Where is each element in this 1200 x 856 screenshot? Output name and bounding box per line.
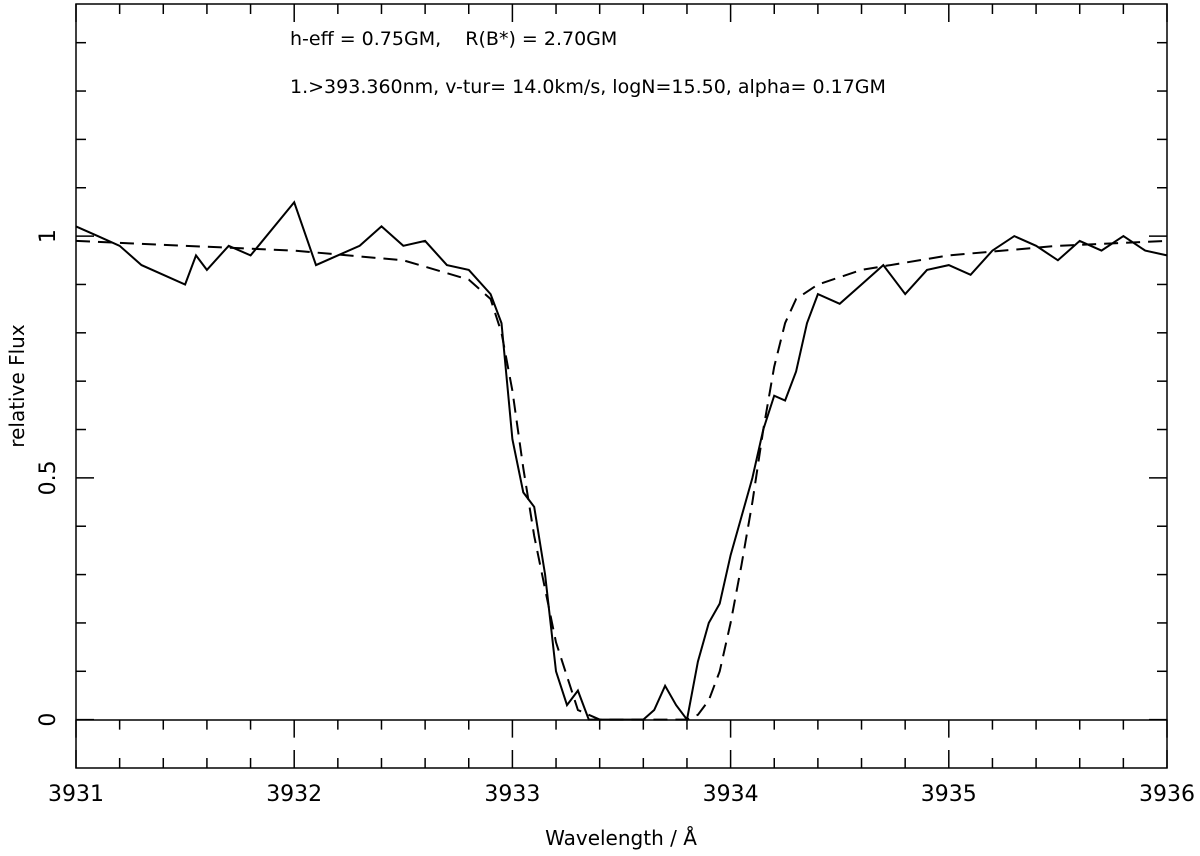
y-tick-label: 1 [36,229,61,243]
x-tick-labels: 3931 3932 3933 3934 3935 3936 [48,782,1195,807]
x-tick-label: 3936 [1139,782,1195,807]
y-tick-label: 0 [36,713,61,727]
x-tick-label: 3931 [48,782,104,807]
model-fit-line [75,239,1168,721]
x-tick-label: 3933 [484,782,540,807]
x-tick-label: 3934 [703,782,759,807]
observed-spectrum-line [75,200,1168,723]
y-tick-label: 0.5 [36,460,61,495]
axis-ticks [75,4,1168,768]
x-tick-label: 3932 [266,782,322,807]
x-axis-label: Wavelength / Å [545,826,697,850]
x-tick-label: 3935 [921,782,977,807]
plot-frame [75,3,1168,769]
annotation-line-1: h-eff = 0.75GM, R(B*) = 2.70GM [290,28,617,50]
y-tick-labels: 00.51 [36,229,61,727]
y-axis-label: relative Flux [5,324,29,448]
annotation-line-2: 1.>393.360nm, v-tur= 14.0km/s, logN=15.5… [290,76,886,98]
